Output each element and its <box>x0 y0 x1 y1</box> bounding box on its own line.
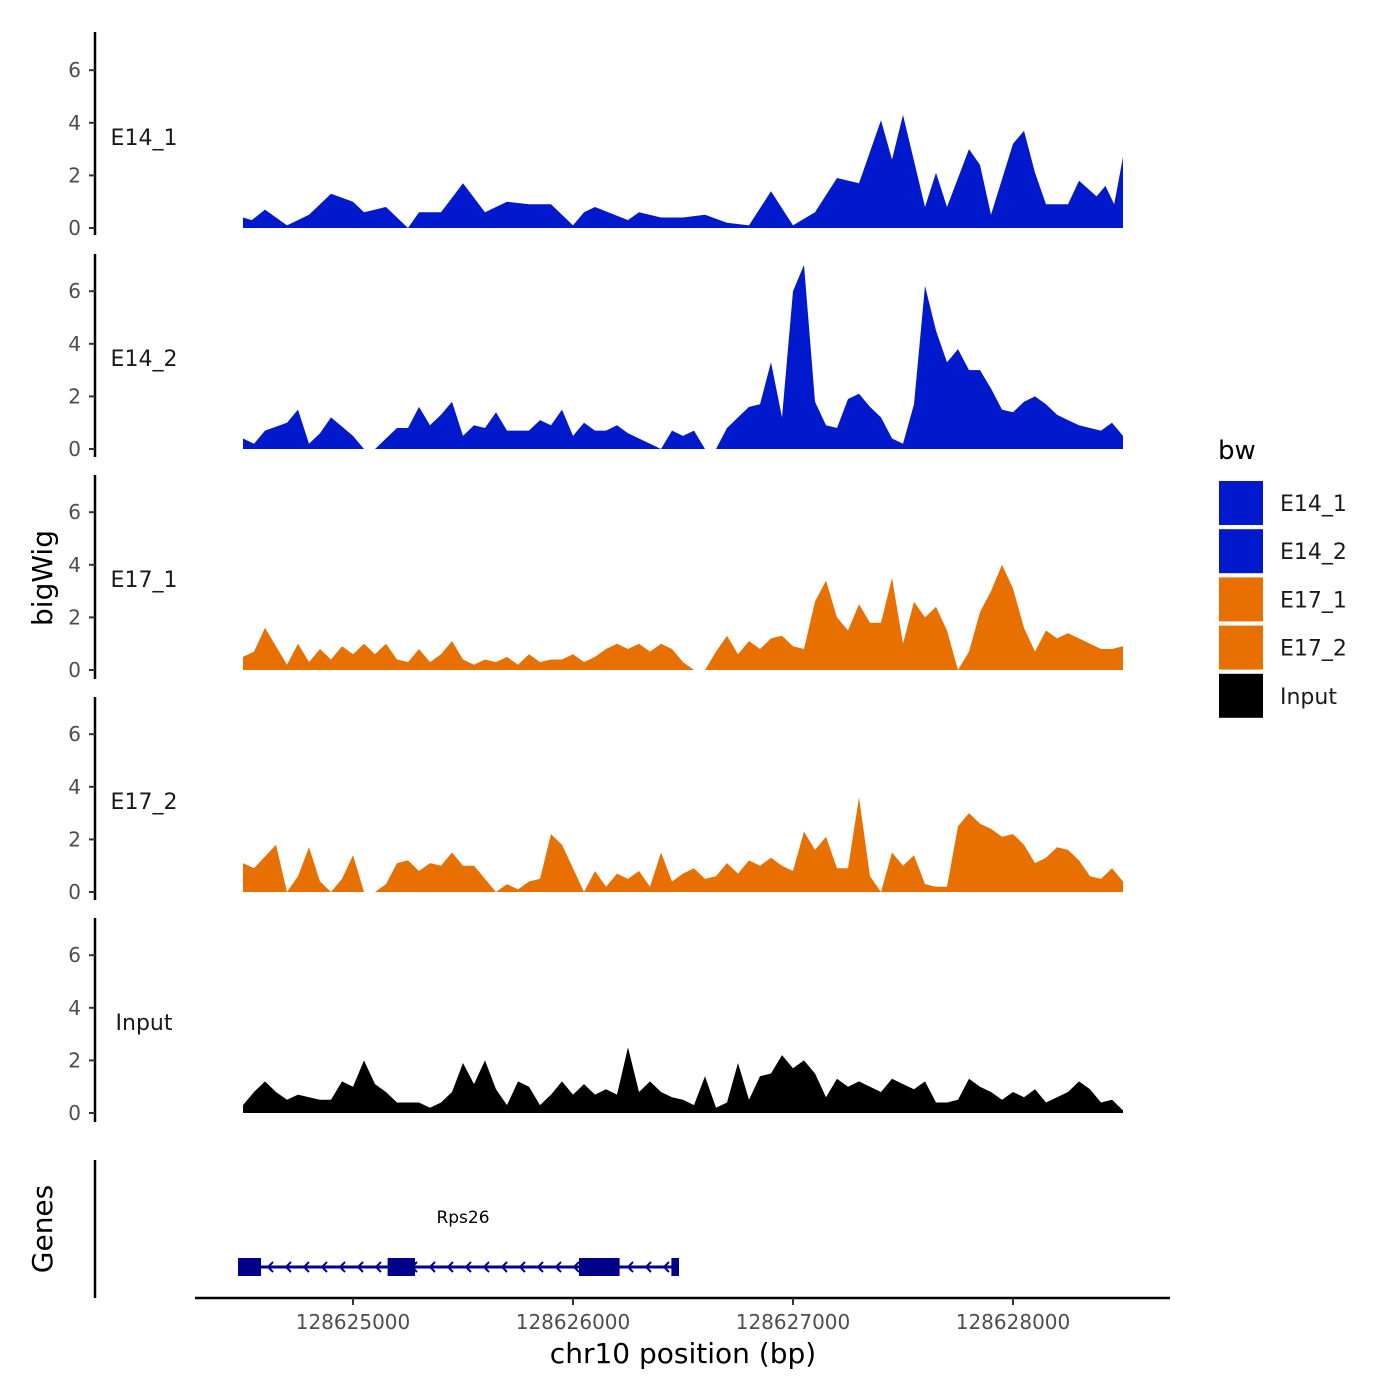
y-tick-label: 0 <box>68 216 81 240</box>
legend-swatch-e14-1 <box>1219 481 1263 525</box>
signal-area-input <box>243 1047 1123 1113</box>
track-label: E14_1 <box>111 126 178 151</box>
y-tick-label: 0 <box>68 658 81 682</box>
x-tick-label: 128625000 <box>296 1310 411 1334</box>
y-tick-label: 2 <box>68 827 81 851</box>
y-tick-label: 2 <box>68 1048 81 1072</box>
x-tick-label: 128627000 <box>736 1310 851 1334</box>
legend-label-input: Input <box>1280 685 1337 710</box>
y-tick-label: 4 <box>68 775 81 799</box>
x-axis: 128625000 128626000 128627000 128628000 chr1… <box>195 1298 1170 1370</box>
legend-swatch-e17-1 <box>1219 577 1263 621</box>
track-label: E14_2 <box>111 347 178 372</box>
track-e17-1: 0 2 4 6 E17_1 <box>68 475 1123 682</box>
signal-area-e14-1 <box>243 115 1123 228</box>
signal-area-e14-2 <box>243 265 1123 449</box>
y-tick-label: 6 <box>68 943 81 967</box>
x-tick-label: 128628000 <box>956 1310 1071 1334</box>
y-tick-label: 6 <box>68 500 81 524</box>
gene-exon <box>238 1258 261 1276</box>
track-label: E17_2 <box>111 790 178 815</box>
y-tick-label: 0 <box>68 1101 81 1125</box>
track-e14-2: 0 2 4 6 E14_2 <box>68 254 1123 461</box>
y-tick-label: 6 <box>68 279 81 303</box>
y-tick-label: 0 <box>68 437 81 461</box>
y-tick-label: 6 <box>68 58 81 82</box>
y-tick-label: 0 <box>68 880 81 904</box>
signal-area-e17-1 <box>243 565 1123 670</box>
x-tick-label: 128626000 <box>516 1310 631 1334</box>
signal-area-e17-2 <box>243 797 1123 892</box>
signal-tracks: 0 2 4 6 E14_1 0 2 4 6 E14_2 0 2 4 6 E17_1 0 2 4 6 E17_2 0 2 4 6… <box>68 32 1123 1125</box>
genome-track-chart: 0 2 4 6 E14_1 0 2 4 6 E14_2 0 2 4 6 E17_1 0 2 4 6 E17_2 0 2 4 6… <box>0 0 1400 1400</box>
x-axis-title: chr10 position (bp) <box>550 1337 816 1370</box>
gene-label: Rps26 <box>436 1208 489 1228</box>
genes-axis-title: Genes <box>26 1185 59 1273</box>
legend-swatch-e17-2 <box>1219 626 1263 670</box>
y-tick-label: 2 <box>68 163 81 187</box>
gene-exon <box>388 1258 415 1276</box>
legend-title: bw <box>1218 436 1256 466</box>
legend-swatch-input <box>1219 674 1263 718</box>
gene-exon <box>579 1258 620 1276</box>
y-tick-label: 4 <box>68 332 81 356</box>
track-e17-2: 0 2 4 6 E17_2 <box>68 697 1123 904</box>
legend-label-e17-2: E17_2 <box>1280 637 1347 662</box>
y-tick-label: 2 <box>68 384 81 408</box>
gene-rps26: Rps26 <box>238 1208 679 1276</box>
y-axis-title: bigWig <box>26 530 59 626</box>
legend: bw E14_1 E14_2 E17_1 E17_2 Input <box>1218 436 1347 718</box>
y-tick-label: 4 <box>68 111 81 135</box>
gene-exon <box>671 1258 679 1276</box>
legend-label-e17-1: E17_1 <box>1280 588 1347 613</box>
y-tick-label: 4 <box>68 553 81 577</box>
y-tick-label: 4 <box>68 996 81 1020</box>
track-e14-1: 0 2 4 6 E14_1 <box>68 32 1123 240</box>
y-tick-label: 2 <box>68 605 81 629</box>
track-input: 0 2 4 6 Input <box>68 918 1123 1125</box>
track-label: Input <box>116 1011 173 1036</box>
track-label: E17_1 <box>111 568 178 593</box>
y-tick-label: 6 <box>68 722 81 746</box>
legend-label-e14-2: E14_2 <box>1280 540 1347 565</box>
legend-label-e14-1: E14_1 <box>1280 492 1347 517</box>
legend-swatch-e14-2 <box>1219 529 1263 573</box>
genes-panel: Rps26 <box>95 1160 679 1298</box>
